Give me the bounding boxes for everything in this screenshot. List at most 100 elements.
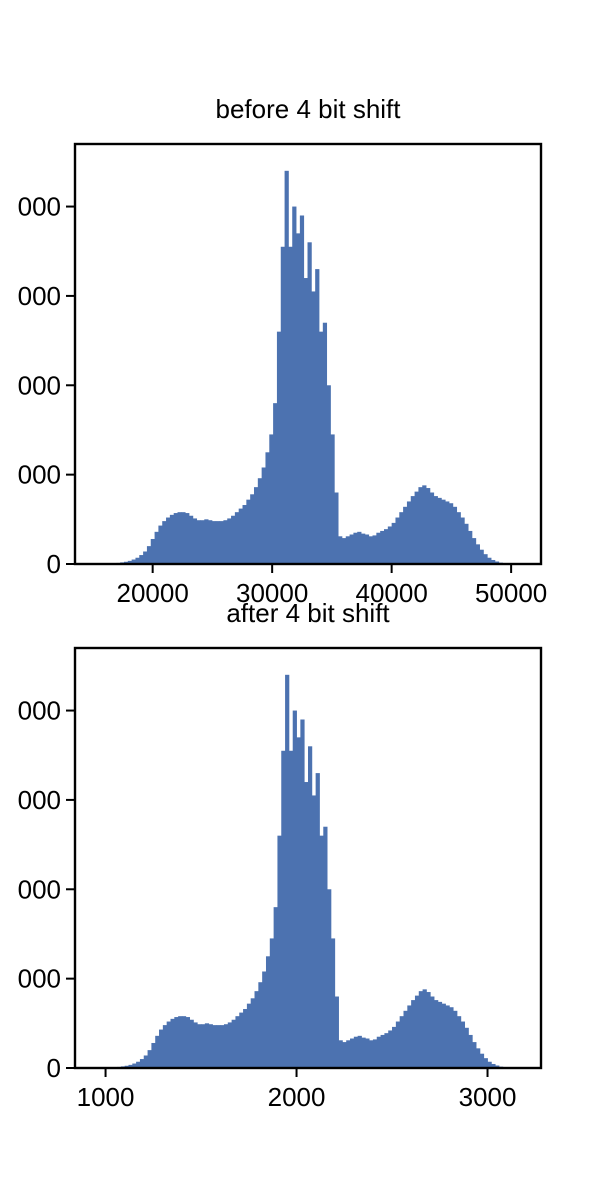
histogram-bar <box>453 1010 458 1068</box>
histogram-bar <box>369 1040 374 1068</box>
y-tick-label: 000 <box>18 281 61 311</box>
histogram-bar <box>361 533 366 564</box>
histogram-bar <box>487 557 492 564</box>
histogram-bar <box>418 991 423 1068</box>
histogram-bar <box>234 512 240 564</box>
histogram-bar <box>349 534 354 564</box>
histogram-bar <box>220 1025 225 1068</box>
histogram-bar <box>303 278 308 564</box>
histogram-bar <box>159 1029 164 1068</box>
histogram-bar <box>132 1063 137 1068</box>
histogram-bar <box>292 710 297 1068</box>
histogram-bar <box>201 1024 206 1068</box>
histogram-bar <box>395 517 400 564</box>
histogram-bar <box>169 514 175 564</box>
histogram-bar <box>227 518 232 564</box>
histogram-bar <box>357 1035 362 1068</box>
histogram-bar <box>281 750 286 1068</box>
histogram-bar <box>273 907 278 1068</box>
histogram-bar <box>269 938 275 1068</box>
y-tick-label: 000 <box>18 874 61 904</box>
histogram-bar <box>327 889 332 1068</box>
histogram-bar <box>223 520 228 564</box>
histogram-bar <box>456 1016 462 1068</box>
histogram-bar <box>166 1021 171 1068</box>
histogram-bar <box>426 992 431 1068</box>
histogram-bar <box>445 1005 450 1068</box>
histogram-bar <box>403 506 408 564</box>
histogram-bar <box>265 956 271 1068</box>
x-tick-label: 40000 <box>355 578 427 608</box>
histogram-bar <box>223 1024 229 1068</box>
histogram-bar <box>204 1023 210 1068</box>
x-tick-label: 20000 <box>117 578 189 608</box>
y-tick-label: 000 <box>18 964 61 994</box>
histogram-bar <box>468 530 473 564</box>
histogram-bar <box>285 674 290 1068</box>
histogram-bar <box>388 1030 393 1068</box>
histogram-bar <box>372 535 377 564</box>
histogram-bar <box>253 487 259 564</box>
y-tick-label: 0 <box>47 549 61 579</box>
histogram-bar <box>170 1018 175 1068</box>
histogram-bar <box>193 1022 198 1068</box>
histogram-bar <box>376 1036 381 1068</box>
histogram-bar <box>384 1033 389 1068</box>
histogram-bar <box>426 488 431 564</box>
x-tick-label: 2000 <box>268 1082 326 1112</box>
histogram-bar <box>345 536 350 564</box>
histogram-bar <box>257 478 263 564</box>
histogram-bar <box>150 538 155 564</box>
histogram-bar <box>131 559 136 564</box>
histogram-bar <box>392 1026 397 1068</box>
histogram-bar <box>127 560 133 564</box>
histogram-bar <box>346 1040 351 1068</box>
histogram-bar <box>437 497 442 564</box>
histogram-bar <box>380 530 385 564</box>
histogram-bar <box>395 1021 401 1068</box>
histogram-bar <box>315 773 320 1068</box>
histogram-bar <box>280 246 285 564</box>
histogram-bar <box>410 496 415 564</box>
histogram-bar <box>341 538 347 564</box>
y-tick-label: 000 <box>18 192 61 222</box>
histogram-bar <box>158 525 163 564</box>
histogram-bar <box>188 515 194 564</box>
histogram-bar <box>299 215 305 565</box>
histogram-bar <box>181 512 186 564</box>
histogram-bar <box>471 538 477 564</box>
histogram-bar <box>243 1009 248 1068</box>
histogram-bar <box>368 536 373 564</box>
histogram-bar <box>376 532 381 564</box>
histogram-bar <box>372 1039 378 1068</box>
histogram-bar <box>231 1019 236 1068</box>
histogram-bar <box>479 1053 485 1068</box>
histogram-bar <box>211 521 217 564</box>
histogram-bar <box>154 531 159 564</box>
histogram-bar <box>143 551 148 564</box>
histogram-bar <box>323 826 328 1068</box>
y-tick-label: 000 <box>18 785 61 815</box>
x-tick-label: 50000 <box>475 578 547 608</box>
histogram-bar <box>162 521 167 564</box>
histogram-bar <box>495 1065 500 1068</box>
histogram-bar <box>147 1050 152 1068</box>
histogram-bar <box>304 782 309 1068</box>
histogram-bar <box>353 1036 359 1068</box>
histogram-bar <box>464 1027 469 1068</box>
histogram-bar <box>146 546 152 564</box>
histogram-bar <box>307 242 312 565</box>
x-tick-label: 1000 <box>77 1082 135 1112</box>
histogram-bar <box>239 1012 244 1068</box>
histogram-bar <box>212 1025 217 1068</box>
histogram-bar <box>387 526 393 564</box>
histogram-bar <box>334 996 339 1068</box>
histogram-bar <box>265 452 270 564</box>
histogram-bar <box>487 1061 492 1068</box>
histogram-bar <box>452 506 458 564</box>
histogram-bar <box>219 521 224 564</box>
histogram-bar <box>434 1000 439 1068</box>
histogram-bar <box>406 501 412 564</box>
